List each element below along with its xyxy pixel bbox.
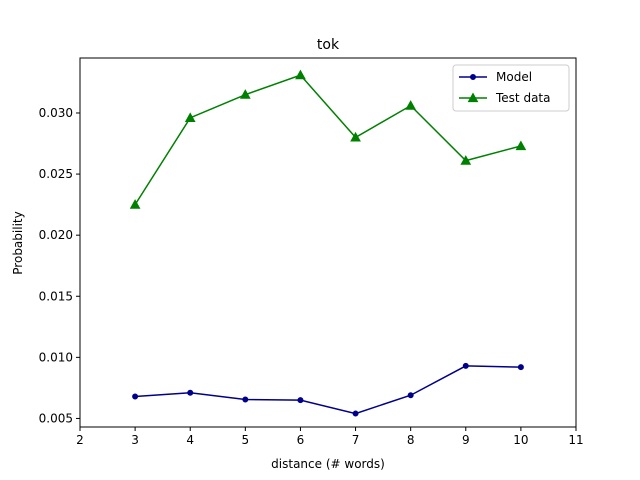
series-test-data (129, 69, 527, 209)
legend: Model Test data (452, 64, 570, 112)
data-point-test-data (184, 112, 196, 122)
data-point-test-data (129, 199, 141, 209)
y-tick-label: 0.025 (39, 167, 73, 181)
legend-label-model: Model (496, 70, 532, 84)
y-tick-label: 0.020 (39, 228, 73, 242)
data-point-model (242, 396, 249, 403)
series-line-test-data (134, 74, 522, 206)
data-point-test-data (460, 155, 472, 165)
y-axis-label: Probability (11, 211, 25, 274)
data-point-test-data (295, 69, 306, 80)
y-tick-label: 0.005 (39, 411, 73, 425)
data-point-test-data (405, 100, 417, 110)
data-point-test-data (350, 131, 361, 142)
x-tick-label: 11 (568, 433, 583, 447)
legend-item-test-data: Test data (459, 91, 550, 105)
y-axis: 0.005 0.010 0.015 0.020 0.025 0.030 (39, 106, 80, 425)
data-point-model (297, 397, 304, 404)
series-model (132, 362, 524, 417)
series-layer (129, 69, 527, 417)
x-tick-label: 3 (131, 433, 139, 447)
series-line-model (135, 365, 521, 415)
data-point-test-data (239, 89, 251, 99)
data-point-test-data (515, 140, 527, 151)
legend-marker-model (470, 74, 476, 80)
x-axis: 2 3 4 5 6 7 8 9 10 11 (76, 427, 584, 447)
data-point-model (517, 364, 524, 371)
data-point-model (352, 410, 359, 417)
legend-marker-test-data (467, 92, 479, 103)
x-tick-label: 6 (297, 433, 305, 447)
data-point-model (132, 393, 139, 400)
plot-area (79, 57, 577, 428)
data-point-model (187, 389, 194, 396)
x-tick-label: 7 (352, 433, 360, 447)
x-tick-label: 2 (76, 433, 84, 447)
chart-title: tok (317, 37, 340, 53)
x-tick-label: 8 (407, 433, 415, 447)
x-tick-label: 5 (242, 433, 250, 447)
legend-label-test-data: Test data (495, 91, 550, 105)
data-point-model (407, 392, 414, 399)
y-tick-label: 0.030 (39, 106, 73, 120)
y-tick-label: 0.010 (39, 350, 73, 364)
x-tick-label: 4 (186, 433, 194, 447)
x-tick-label: 10 (513, 433, 528, 447)
y-tick-label: 0.015 (39, 289, 73, 303)
x-axis-label: distance (# words) (271, 457, 385, 471)
data-point-model (462, 362, 469, 369)
legend-item-model: Model (459, 70, 532, 84)
x-tick-label: 9 (462, 433, 470, 447)
